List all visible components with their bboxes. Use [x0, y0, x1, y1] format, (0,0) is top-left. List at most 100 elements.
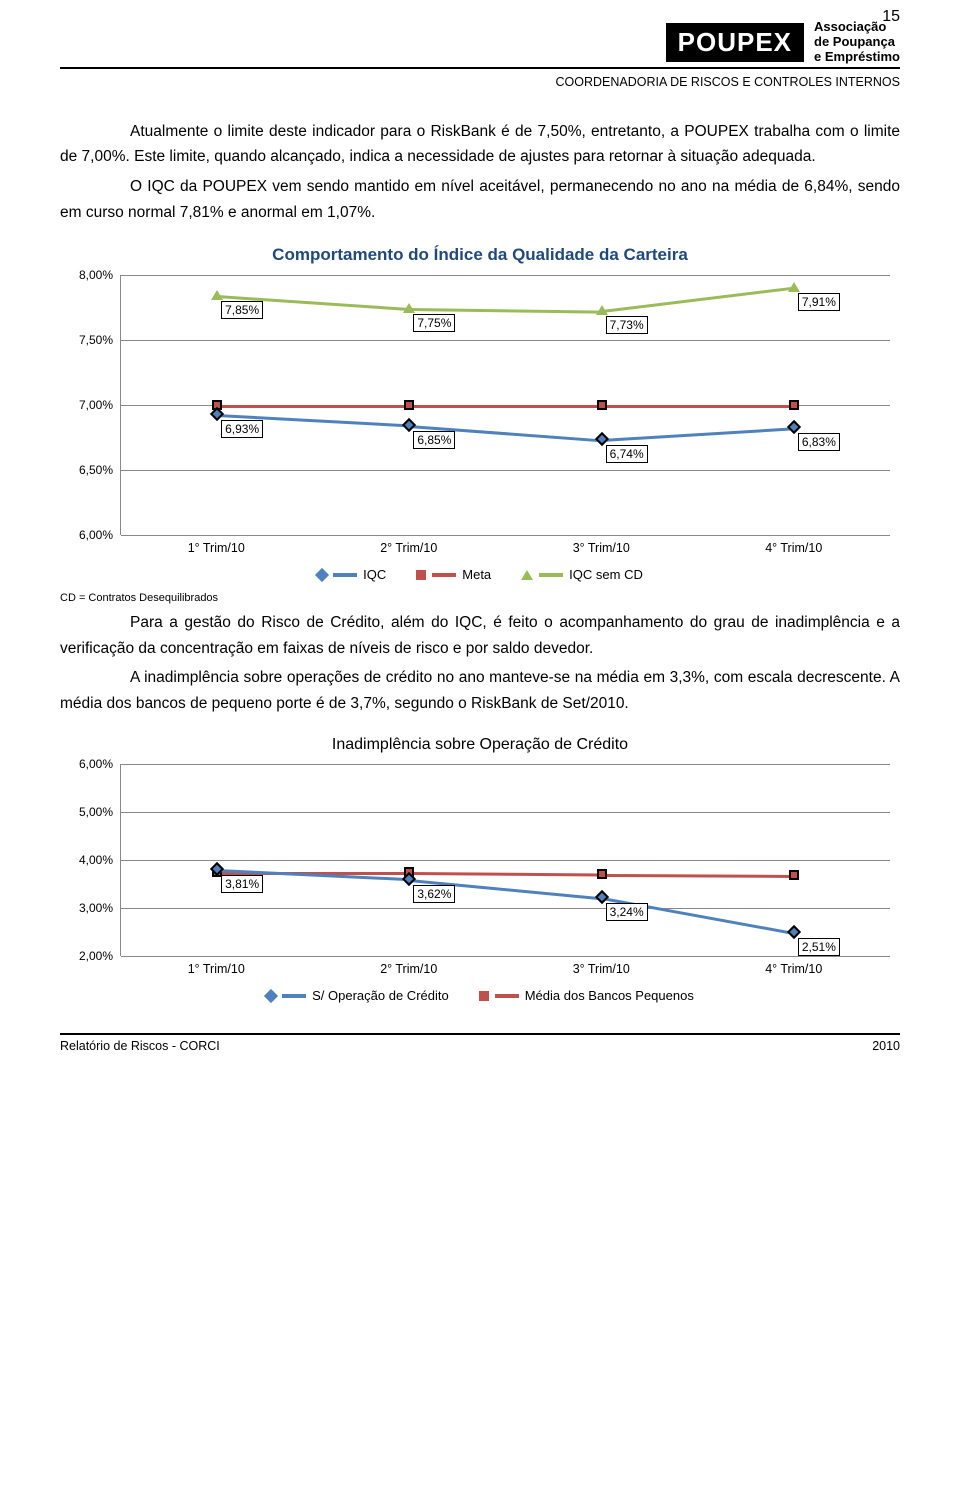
xtick-label: 2° Trim/10 [380, 541, 437, 555]
diamond-marker-icon [595, 890, 609, 904]
triangle-marker-icon [788, 282, 800, 292]
footer-right: 2010 [872, 1039, 900, 1053]
chart-inadimplencia: Inadimplência sobre Operação de Crédito … [60, 736, 900, 1003]
data-label: 6,93% [221, 420, 263, 438]
series-point [597, 400, 607, 410]
square-marker-icon [597, 400, 607, 410]
legend-item: IQC sem CD [521, 567, 643, 582]
logo-text: POUPEX [666, 23, 804, 62]
xtick-label: 1° Trim/10 [188, 962, 245, 976]
legend-label: IQC [363, 567, 386, 582]
diamond-marker-icon [402, 871, 416, 885]
grid-row: 7,50% [121, 340, 890, 341]
series-line [409, 872, 601, 876]
grid-row: 5,00% [121, 812, 890, 813]
legend-label: IQC sem CD [569, 567, 643, 582]
logo-block: POUPEX Associação de Poupança e Emprésti… [666, 20, 900, 65]
xtick-label: 3° Trim/10 [573, 962, 630, 976]
triangle-marker-icon [403, 303, 415, 313]
grid-row: 6,00% [121, 764, 890, 765]
footer-left: Relatório de Riscos - CORCI [60, 1039, 220, 1053]
data-label: 6,74% [606, 445, 648, 463]
ytick-label: 3,00% [61, 901, 113, 915]
series-point [597, 892, 607, 902]
ytick-label: 6,00% [61, 757, 113, 771]
ytick-label: 8,00% [61, 268, 113, 282]
chart-legend: IQCMetaIQC sem CD [60, 567, 900, 582]
data-label: 2,51% [798, 938, 840, 956]
logo-assoc-line: e Empréstimo [814, 50, 900, 65]
series-line [601, 287, 794, 313]
square-marker-icon [404, 400, 414, 410]
data-label: 6,83% [798, 433, 840, 451]
diamond-marker-icon [264, 989, 278, 1003]
triangle-marker-icon [211, 290, 223, 300]
triangle-marker-icon [521, 570, 533, 580]
series-line [217, 405, 409, 408]
xtick-label: 1° Trim/10 [188, 541, 245, 555]
ytick-label: 5,00% [61, 805, 113, 819]
chart-legend: S/ Operação de Crédito Média dos Bancos P… [60, 988, 900, 1003]
chart-plot: 8,00%7,50%7,00%6,50%6,00%7,85%7,75%7,73%… [120, 275, 890, 535]
chart-iqc: Comportamento do Índice da Qualidade da … [60, 245, 900, 582]
square-marker-icon [597, 869, 607, 879]
diamond-marker-icon [787, 925, 801, 939]
series-point [597, 434, 607, 444]
grid-row: 8,00% [121, 275, 890, 276]
legend-swatch [495, 994, 519, 998]
header: POUPEX Associação de Poupança e Emprésti… [60, 20, 900, 69]
ytick-label: 6,00% [61, 528, 113, 542]
page-number: 15 [882, 8, 900, 26]
square-marker-icon [479, 991, 489, 1001]
grid-row: 6,50% [121, 470, 890, 471]
diamond-marker-icon [315, 567, 329, 581]
square-marker-icon [789, 400, 799, 410]
footer: Relatório de Riscos - CORCI 2010 [60, 1033, 900, 1053]
diamond-marker-icon [210, 407, 224, 421]
series-point [789, 870, 799, 880]
ytick-label: 7,00% [61, 398, 113, 412]
triangle-marker-icon [596, 305, 608, 315]
diamond-marker-icon [210, 862, 224, 876]
legend-item: IQC [317, 567, 386, 582]
legend-label: Média dos Bancos Pequenos [525, 988, 694, 1003]
legend-swatch [432, 573, 456, 577]
series-line [602, 405, 794, 408]
x-axis-labels: 1° Trim/102° Trim/103° Trim/104° Trim/10 [120, 541, 890, 555]
paragraph: A inadimplência sobre operações de crédi… [60, 665, 900, 716]
grid-row: 2,00% [121, 956, 890, 957]
chart-plot: 6,00%5,00%4,00%3,00%2,00%3,81%3,62%3,24%… [120, 764, 890, 956]
data-label: 7,85% [221, 301, 263, 319]
series-line [602, 427, 794, 442]
series-line [409, 308, 601, 314]
series-point [597, 869, 607, 879]
paragraph: Atualmente o limite deste indicador para… [60, 119, 900, 170]
data-label: 3,24% [606, 903, 648, 921]
series-point [789, 422, 799, 432]
data-label: 3,62% [413, 885, 455, 903]
series-point [403, 303, 415, 313]
subheader: COORDENADORIA DE RISCOS E CONTROLES INTE… [60, 75, 900, 89]
xtick-label: 2° Trim/10 [380, 962, 437, 976]
series-point [789, 400, 799, 410]
xtick-label: 4° Trim/10 [765, 962, 822, 976]
series-point [596, 305, 608, 315]
square-marker-icon [789, 870, 799, 880]
data-label: 3,81% [221, 875, 263, 893]
logo-assoc-line: de Poupança [814, 35, 900, 50]
series-point [788, 282, 800, 292]
grid-row: 3,00% [121, 908, 890, 909]
diamond-marker-icon [595, 432, 609, 446]
grid-row: 6,00% [121, 535, 890, 536]
ytick-label: 7,50% [61, 333, 113, 347]
legend-item: S/ Operação de Crédito [266, 988, 449, 1003]
legend-swatch [282, 994, 306, 998]
series-point [212, 864, 222, 874]
legend-swatch [539, 573, 563, 577]
ytick-label: 2,00% [61, 949, 113, 963]
chart-title: Inadimplência sobre Operação de Crédito [60, 736, 900, 754]
series-line [602, 874, 794, 878]
data-label: 7,73% [606, 316, 648, 334]
series-point [789, 927, 799, 937]
cd-note: CD = Contratos Desequilibrados [60, 592, 900, 604]
